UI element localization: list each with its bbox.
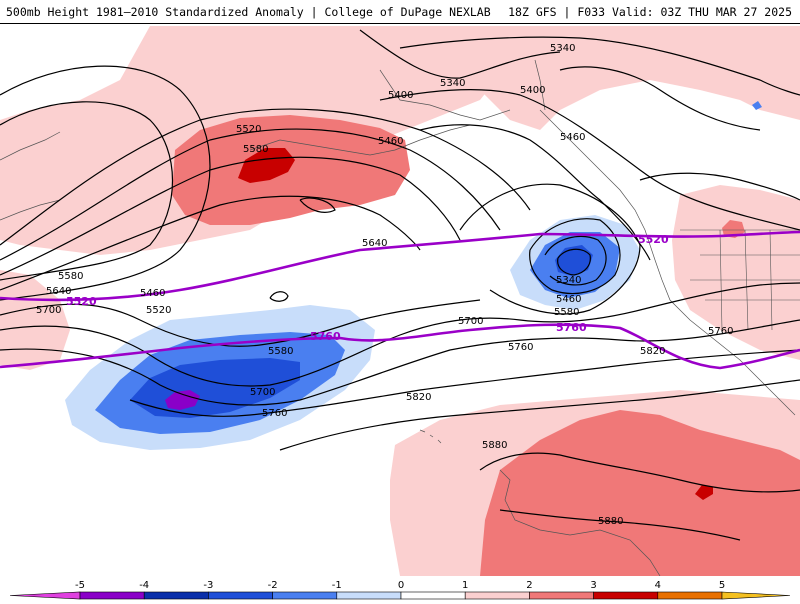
colorbar-tick-label: 4 [655, 580, 661, 591]
contour-label: 5640 [46, 286, 71, 297]
contour-label: 5460 [560, 132, 585, 143]
colorbar-graphic: -5 -4 -3 -2 -1 0 1 2 3 4 5 [9, 580, 791, 600]
header-bar: 500mb Height 1981–2010 Standardized Anom… [0, 0, 800, 24]
contour-label: 5340 [440, 78, 465, 89]
colorbar-tick-label: 5 [719, 580, 725, 591]
contour-label: 5340 [556, 275, 581, 286]
contour-label: 5700 [250, 387, 275, 398]
colorbar-swatch [464, 591, 530, 600]
contour-label-layer: 5340 5340 5400 5400 5460 5460 5520 5580 … [36, 43, 733, 527]
reference-label-layer: 5520 5520 5760 5760 [66, 233, 669, 343]
map-title: 500mb Height 1981–2010 Standardized Anom… [6, 5, 491, 19]
colorbar-tick-label: -4 [139, 580, 149, 591]
contour-label: 5760 [508, 342, 533, 353]
contour-label: 5400 [520, 85, 545, 96]
contour-label: 5880 [598, 516, 623, 527]
valid-time: 18Z GFS | F033 Valid: 03Z THU MAR 27 202… [508, 5, 792, 19]
contour-label: 5820 [640, 346, 665, 357]
contour-label: 5580 [554, 307, 579, 318]
contour-label: 5520 [146, 305, 171, 316]
colorbar-swatch [657, 591, 723, 600]
reference-contour-label: 5760 [556, 321, 587, 334]
colorbar-tick-label: 3 [590, 580, 596, 591]
anomaly-map[interactable]: 5340 5340 5400 5400 5460 5460 5520 5580 … [0, 24, 800, 576]
contour-label: 5700 [36, 305, 61, 316]
colorbar-swatch [272, 591, 338, 600]
colorbar-tick-label: 2 [526, 580, 532, 591]
colorbar-tick-label: -5 [75, 580, 85, 591]
contour-label: 5520 [236, 124, 261, 135]
contour-label: 5760 [708, 326, 733, 337]
contour-label: 5760 [262, 408, 287, 419]
contour-label: 5820 [406, 392, 431, 403]
colorbar-swatch [208, 591, 273, 600]
state-borders [680, 229, 800, 331]
contour-label: 5880 [482, 440, 507, 451]
contour-label: 5460 [556, 294, 581, 305]
contour-label: 5580 [58, 271, 83, 282]
reference-contour-label: 5520 [638, 233, 669, 246]
contour-label: 5700 [458, 316, 483, 327]
contour-label: 5460 [140, 288, 165, 299]
height-contours [0, 29, 800, 541]
reference-contour-label: 5520 [66, 295, 97, 308]
colorbar-swatch [593, 591, 659, 600]
colorbar-tick-label: -2 [268, 580, 278, 591]
colorbar-swatch [721, 591, 791, 600]
colorbar-swatch [9, 591, 81, 600]
contour-label: 5580 [268, 346, 293, 357]
colorbar-swatch [400, 591, 466, 600]
colorbar-tick-label: -1 [332, 580, 342, 591]
colorbar-tick-label: -3 [203, 580, 213, 591]
reference-contours [0, 230, 800, 370]
colorbar-legend: -5 -4 -3 -2 -1 0 1 2 3 4 5 [0, 576, 800, 600]
contour-label: 5460 [378, 136, 403, 147]
contour-label: 5580 [243, 144, 268, 155]
colorbar-swatch [529, 591, 594, 600]
colorbar-swatch [336, 591, 402, 600]
positive-anomaly-areas [0, 26, 800, 576]
contour-label: 5340 [550, 43, 575, 54]
reference-contour-label: 5760 [310, 330, 341, 343]
colorbar-tick-label: 0 [398, 580, 404, 591]
colorbar-tick-label: 1 [462, 580, 468, 591]
colorbar-swatch [143, 591, 209, 600]
contour-label: 5640 [362, 238, 387, 249]
contour-label: 5400 [388, 90, 413, 101]
colorbar-swatch [79, 591, 145, 600]
